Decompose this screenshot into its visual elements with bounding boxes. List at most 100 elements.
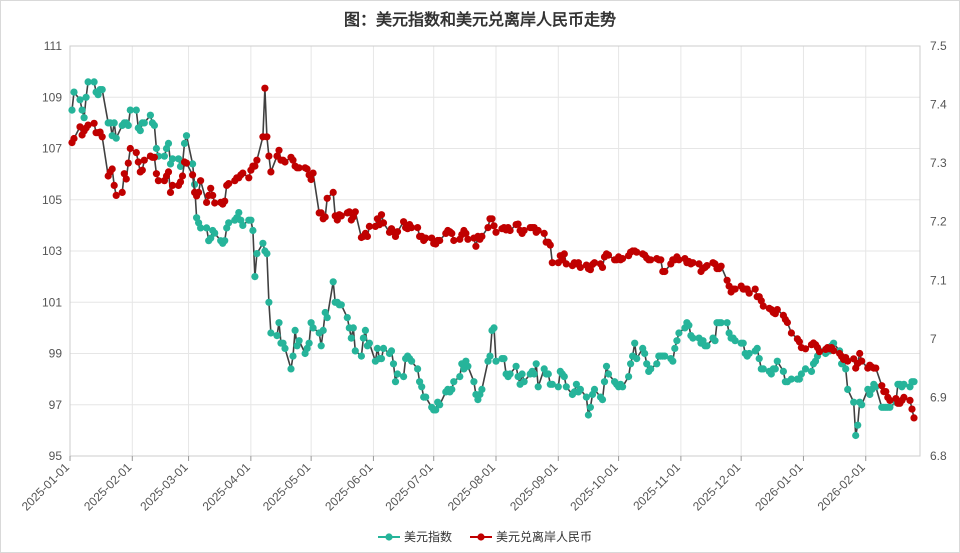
data-point [647, 365, 655, 373]
data-point [259, 239, 267, 247]
data-point [540, 229, 548, 237]
data-point [349, 324, 357, 332]
data-point [357, 352, 365, 360]
data-point [783, 318, 792, 327]
data-point [703, 342, 711, 350]
data-point [488, 215, 496, 223]
data-point [534, 383, 542, 391]
data-point [815, 348, 824, 356]
data-point [195, 188, 203, 196]
data-point [289, 156, 297, 164]
x-axis: 2025-01-01 2025-02-01 2025-03-01 2025-04-01… [19, 456, 868, 514]
data-point [619, 383, 627, 391]
data-point [323, 314, 331, 322]
data-point [249, 226, 257, 235]
data-point [347, 334, 355, 342]
data-point [500, 355, 508, 363]
data-point [633, 355, 641, 363]
y-left-tick-label: 95 [49, 449, 63, 463]
data-point [850, 355, 858, 363]
data-point [854, 421, 862, 429]
data-point [584, 411, 593, 419]
data-point [140, 119, 148, 127]
data-point [598, 396, 607, 404]
data-point [492, 228, 500, 236]
data-point [787, 329, 796, 337]
legend-item-1[interactable]: 美元指数 [378, 529, 452, 544]
series-line [71, 88, 915, 419]
data-point [110, 181, 118, 189]
data-point [520, 378, 528, 386]
data-point [910, 414, 918, 422]
data-point [140, 156, 148, 164]
data-point [554, 383, 562, 391]
data-point [604, 251, 613, 259]
data-point [514, 220, 522, 228]
data-point [414, 224, 422, 232]
data-point [560, 373, 568, 381]
data-point [189, 160, 197, 168]
data-point [408, 357, 416, 365]
data-point [329, 188, 337, 196]
x-tick-label: 2025-01-01 [19, 460, 73, 514]
data-point [448, 385, 456, 393]
data-point [842, 365, 850, 373]
data-point [168, 155, 177, 163]
chart-title: 图：美元指数和美元兑离岸人民币走势 [343, 10, 616, 29]
y-axis-left: 95 97 99 101 103 105 107 109 111 [42, 39, 62, 463]
data-point [110, 119, 118, 127]
data-point [711, 337, 719, 345]
data-point [289, 352, 297, 360]
data-point [164, 168, 173, 176]
data-point [671, 344, 679, 352]
x-tick-label: 2025-05-01 [260, 460, 314, 514]
data-point [717, 262, 725, 270]
y-left-tick-label: 109 [42, 90, 62, 104]
data-point [387, 347, 396, 355]
data-point [643, 360, 651, 368]
legend[interactable]: 美元指数 美元兑离岸人民币 [378, 529, 592, 544]
data-point [590, 385, 599, 393]
data-point [490, 222, 498, 230]
data-point [858, 357, 866, 365]
data-point [265, 152, 273, 160]
series-layer [68, 78, 918, 440]
data-point [203, 224, 211, 232]
data-point [801, 345, 810, 353]
data-point [287, 365, 295, 373]
y-right-tick-label: 7.5 [930, 39, 947, 53]
data-point [400, 218, 408, 226]
data-point [900, 393, 908, 401]
data-point [470, 378, 478, 386]
legend-item-2[interactable]: 美元兑离岸人民币 [470, 529, 592, 544]
data-point [560, 250, 568, 258]
data-point [627, 360, 635, 368]
y-left-tick-label: 101 [42, 295, 62, 309]
data-point [152, 144, 160, 153]
data-point [548, 380, 556, 388]
data-point [363, 232, 371, 240]
data-point [261, 84, 269, 92]
x-tick-label: 2025-06-01 [322, 460, 376, 514]
data-point [625, 373, 633, 381]
data-point [164, 139, 173, 147]
data-point [189, 171, 197, 179]
data-point [112, 191, 120, 199]
x-tick-label: 2025-07-01 [383, 460, 437, 514]
data-point [203, 198, 211, 206]
data-point [275, 146, 283, 154]
data-point [908, 405, 916, 413]
data-point [400, 373, 408, 381]
data-point [576, 385, 585, 393]
data-point [657, 256, 665, 264]
data-point [80, 114, 88, 122]
data-point [759, 302, 767, 310]
data-point [343, 314, 351, 322]
data-point [787, 375, 796, 383]
data-point [534, 226, 542, 235]
data-point [253, 250, 261, 258]
data-point [512, 362, 520, 370]
data-point [122, 175, 130, 183]
x-tick-label: 2025-12-01 [690, 460, 744, 514]
